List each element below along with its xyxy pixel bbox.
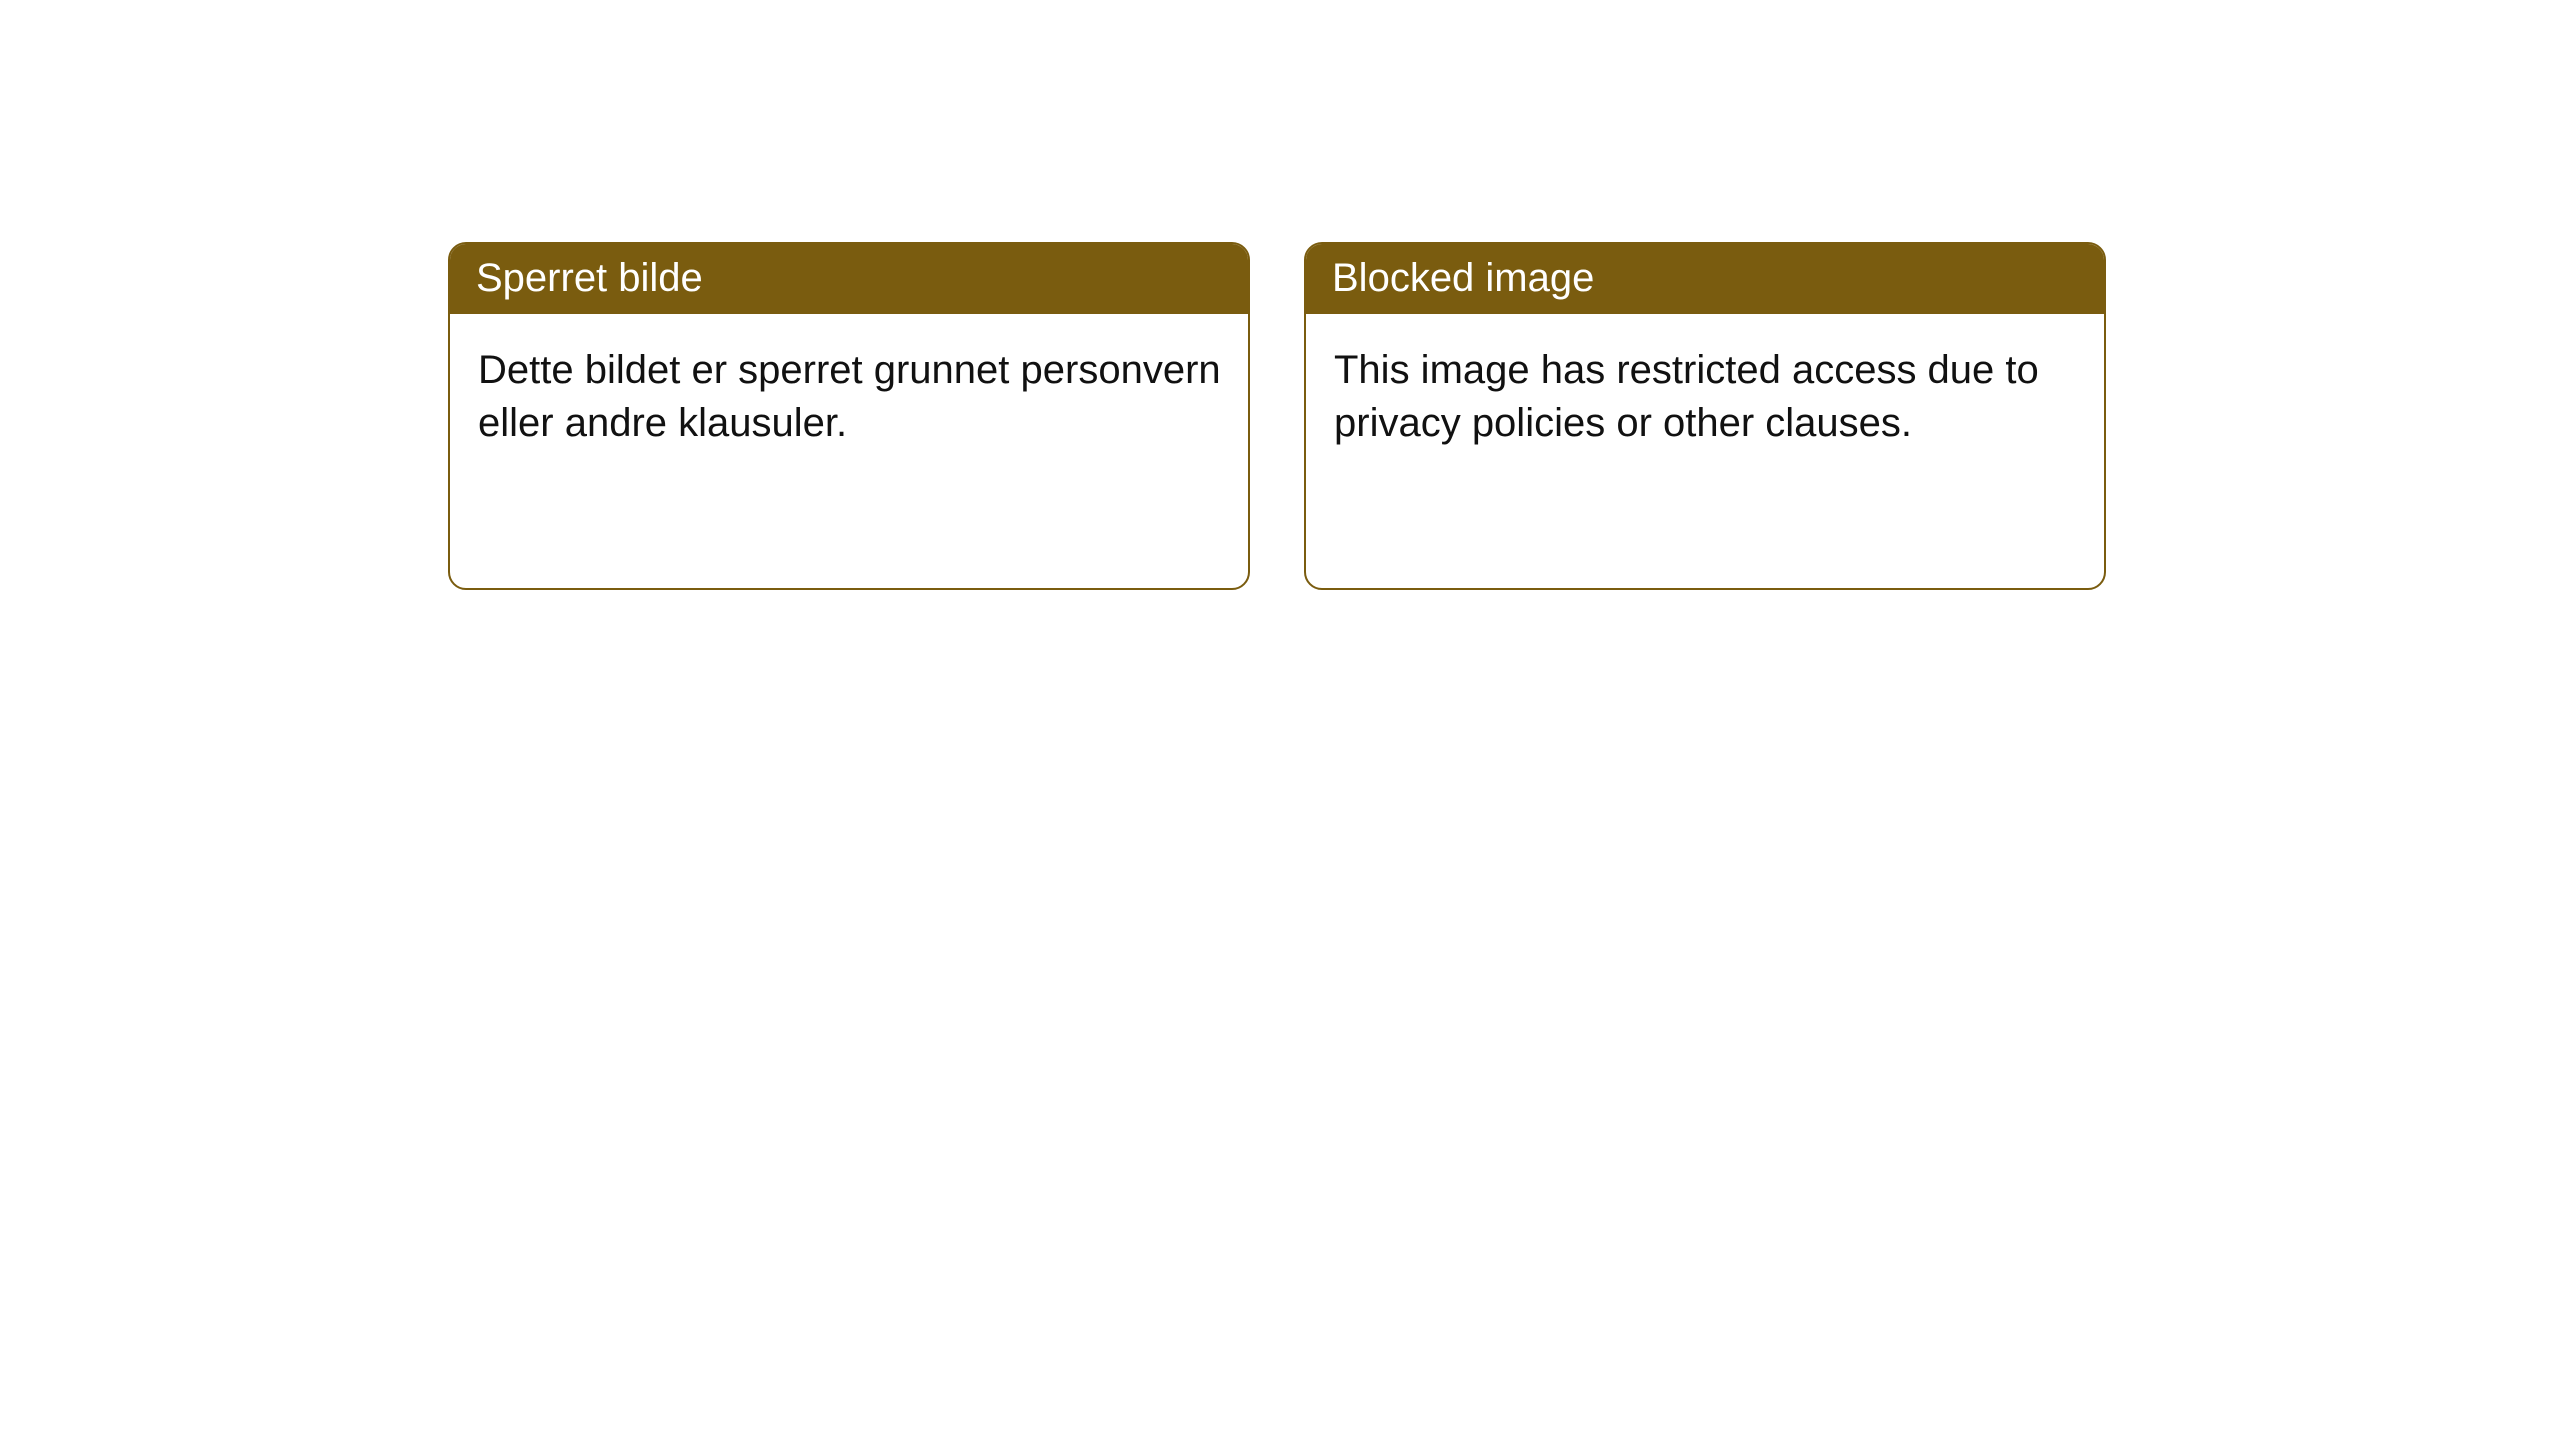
card-header: Blocked image [1306,244,2104,314]
blocked-image-card-no: Sperret bilde Dette bildet er sperret gr… [448,242,1250,590]
blocked-image-card-en: Blocked image This image has restricted … [1304,242,2106,590]
card-body: This image has restricted access due to … [1306,314,2104,588]
cards-container: Sperret bilde Dette bildet er sperret gr… [0,0,2560,590]
card-header: Sperret bilde [450,244,1248,314]
card-body: Dette bildet er sperret grunnet personve… [450,314,1248,588]
